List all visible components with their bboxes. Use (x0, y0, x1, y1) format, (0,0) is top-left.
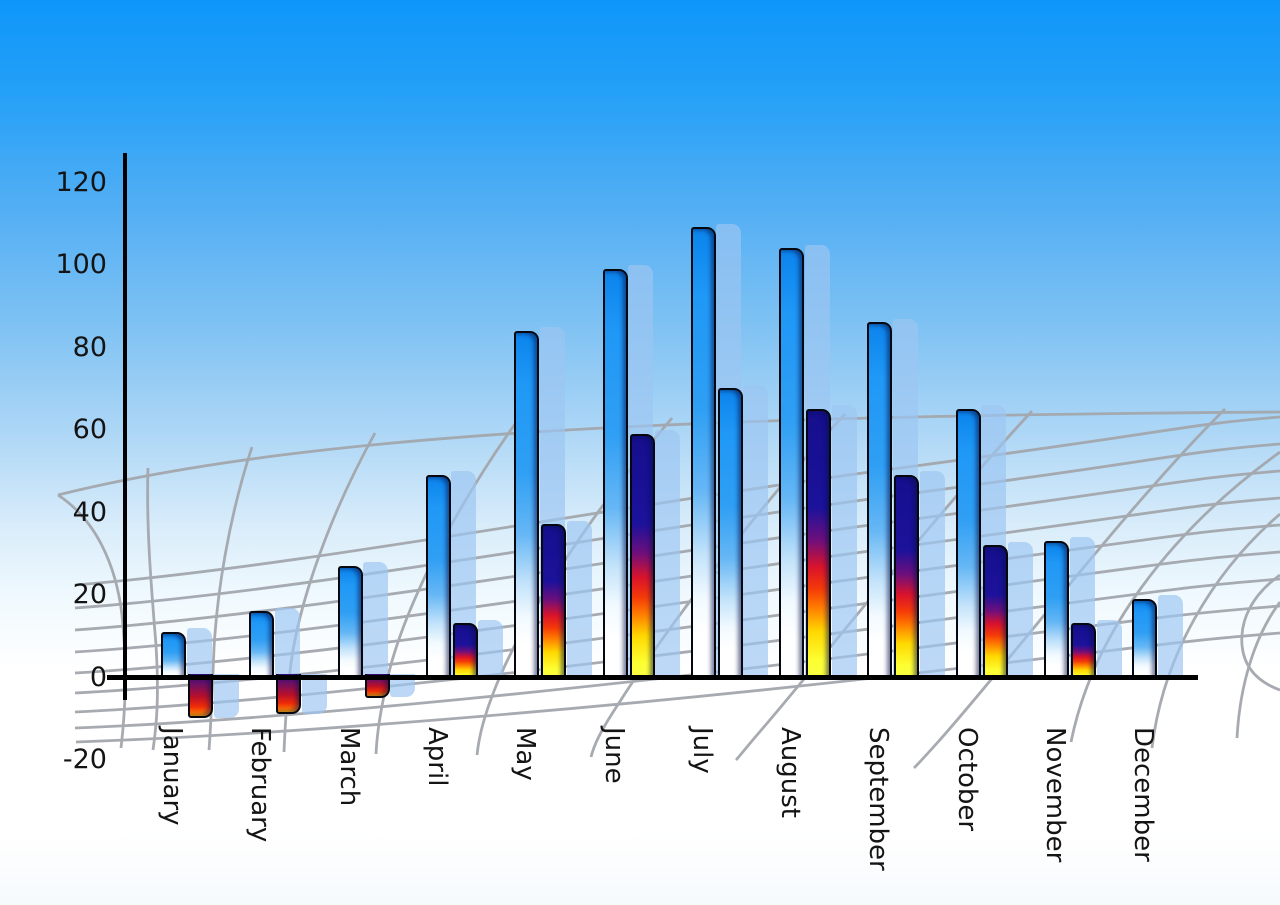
bar-february-series2 (276, 674, 302, 715)
bar-january-series1 (161, 631, 186, 680)
y-tick-label-60: 60 (72, 414, 107, 445)
bar-shadow-october-series2 (1008, 541, 1034, 677)
bar-june-series1 (602, 268, 628, 680)
month-label-may: May (510, 727, 541, 781)
y-tick-label-20: 20 (72, 579, 107, 610)
month-label-july: July (686, 727, 717, 774)
month-label-december: December (1128, 727, 1159, 862)
bar-shadow-september-series2 (919, 471, 945, 677)
bar-may-series2 (541, 524, 567, 680)
bar-april-series2 (452, 623, 478, 680)
grid-line (57, 493, 127, 749)
bar-shadow-january-series1 (186, 628, 212, 677)
y-tick-label-80: 80 (72, 331, 107, 363)
bar-shadow-may-series2 (566, 520, 592, 677)
grid-line (1150, 512, 1280, 749)
bar-august-series1 (779, 248, 805, 680)
grid-line (1069, 450, 1280, 743)
month-label-october: October (951, 727, 982, 832)
grid-line (1235, 601, 1280, 739)
bar-shadow-november-series2 (1096, 619, 1122, 677)
bar-december-series1 (1132, 598, 1158, 680)
month-label-january: January (157, 727, 187, 826)
bar-september-series2 (894, 474, 920, 680)
bar-march-series1 (337, 565, 363, 680)
month-label-march: March (333, 727, 364, 807)
bar-shadow-march-series1 (363, 562, 389, 677)
grid-line (146, 467, 159, 751)
bar-shadow-august-series2 (831, 405, 857, 677)
bar-may-series1 (514, 330, 540, 680)
bar-october-series1 (955, 408, 981, 680)
bar-shadow-january-series2 (213, 673, 239, 718)
y-tick-label-40: 40 (72, 496, 107, 528)
bar-september-series1 (867, 322, 893, 680)
month-label-february: February (245, 727, 276, 843)
bar-february-series1 (249, 611, 275, 680)
bar-november-series2 (1071, 623, 1096, 680)
bar-june-series2 (629, 433, 655, 680)
bar-july-series1 (690, 227, 716, 680)
bar-shadow-july-series2 (743, 384, 769, 677)
bar-shadow-december-series1 (1157, 595, 1183, 677)
month-label-november: November (1040, 727, 1070, 863)
y-tick-label-100: 100 (55, 249, 107, 280)
y-tick-label-0: 0 (89, 661, 107, 693)
bar-august-series2 (806, 408, 832, 680)
bar-november-series1 (1044, 540, 1069, 680)
grid-line (207, 446, 254, 751)
y-tick-label--20: -20 (62, 744, 107, 775)
month-label-september: September (863, 727, 894, 871)
bar-shadow-february-series2 (301, 673, 327, 714)
bar-october-series2 (982, 545, 1008, 680)
month-label-june: June (598, 727, 629, 784)
bar-march-series2 (364, 674, 390, 698)
grid-line (1240, 573, 1280, 692)
bar-july-series2 (717, 388, 743, 680)
bar-shadow-february-series1 (274, 607, 300, 677)
y-tick-label-120: 120 (55, 166, 107, 198)
bar-shadow-april-series2 (478, 619, 504, 677)
y-axis-line (122, 153, 127, 700)
month-label-august: August (775, 727, 806, 818)
x-axis-line (107, 674, 1198, 680)
bar-shadow-june-series2 (655, 430, 680, 677)
bar-april-series1 (425, 474, 451, 680)
month-label-april: April (421, 727, 452, 787)
bar-january-series2 (188, 674, 213, 719)
